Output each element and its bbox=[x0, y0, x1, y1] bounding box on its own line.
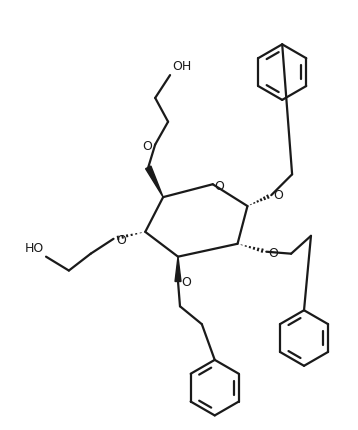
Text: O: O bbox=[181, 275, 191, 288]
Text: O: O bbox=[142, 140, 152, 153]
Text: OH: OH bbox=[172, 60, 191, 73]
Polygon shape bbox=[146, 167, 163, 198]
Text: O: O bbox=[273, 188, 283, 201]
Text: HO: HO bbox=[25, 241, 44, 254]
Text: O: O bbox=[116, 234, 126, 247]
Text: O: O bbox=[268, 247, 278, 260]
Polygon shape bbox=[175, 257, 181, 282]
Text: O: O bbox=[215, 179, 224, 192]
